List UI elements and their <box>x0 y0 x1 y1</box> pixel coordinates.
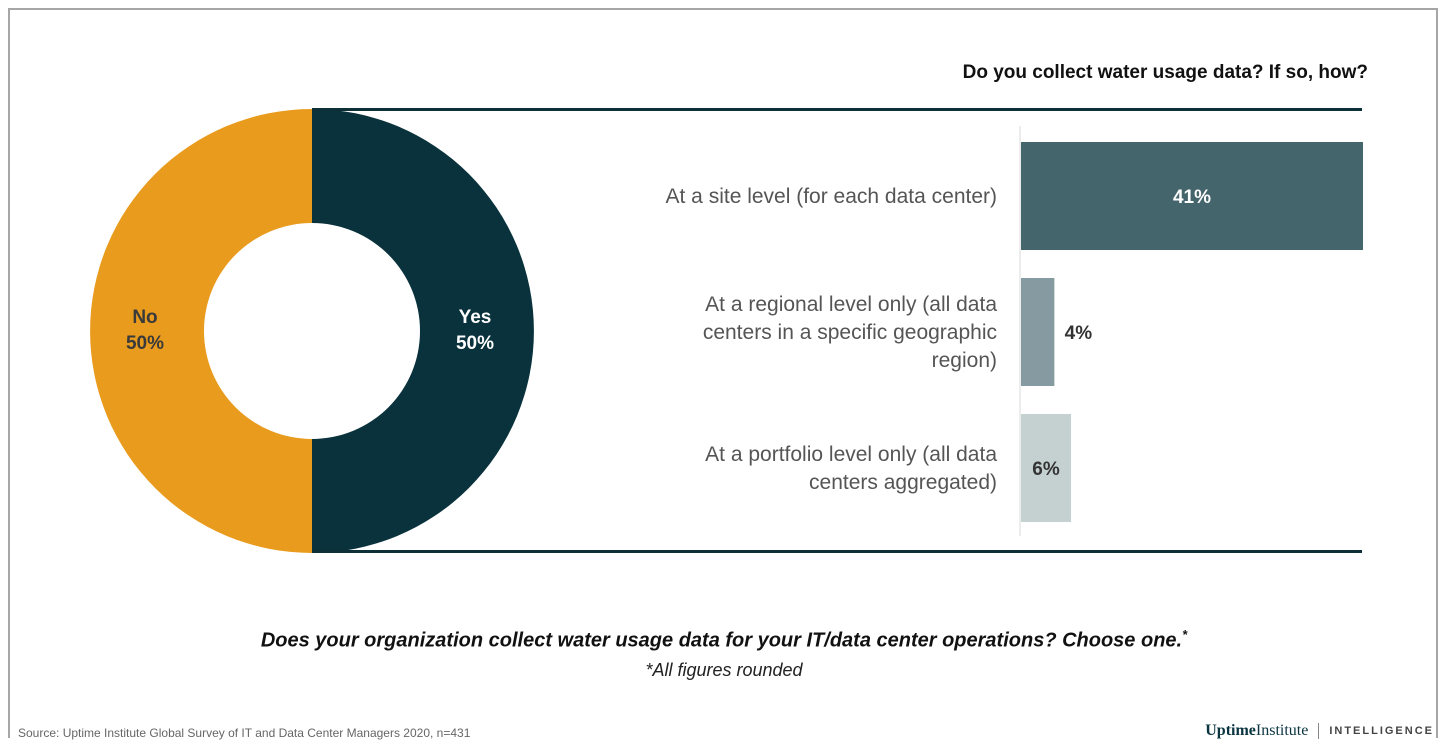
bar-chart-title: Do you collect water usage data? If so, … <box>962 62 1368 83</box>
question-marker: * <box>1182 627 1188 642</box>
bar-value-label-3: 6% <box>1032 459 1060 480</box>
brand-logo: Uptime Institute INTELLIGENCE <box>1205 722 1434 740</box>
bar-2 <box>1021 278 1055 386</box>
category-label-line: centers in a specific geographic <box>703 321 997 344</box>
source-note: Source: Uptime Institute Global Survey o… <box>18 726 471 740</box>
brand-uptime: Uptime <box>1205 722 1256 739</box>
category-label-3: At a portfolio level only (all data cente… <box>705 443 997 494</box>
chart-frame <box>8 8 1438 738</box>
category-label-2: At a regional level only (all data center… <box>703 293 997 372</box>
bar-3 <box>1021 414 1072 522</box>
category-label-line: At a portfolio level only (all data <box>705 443 997 466</box>
bar-chart: 41% At a site level (for each data center… <box>312 108 1363 553</box>
donut-chart <box>90 109 534 553</box>
donut-label-yes: Yes 50% <box>430 305 520 357</box>
question-text: Does your organization collect water usa… <box>260 629 1183 652</box>
brand-institute: Institute <box>1255 722 1309 739</box>
category-label-line: At a regional level only (all data <box>705 293 997 316</box>
brand-intelligence: INTELLIGENCE <box>1329 725 1434 737</box>
bar-1 <box>1021 142 1363 250</box>
rounding-note: *All figures rounded <box>645 660 803 680</box>
yes-label: Yes <box>458 307 492 328</box>
yes-value: 50% <box>455 333 495 354</box>
survey-question: Does your organization collect water usa… <box>0 627 1448 653</box>
donut-slice-yes <box>312 109 534 553</box>
donut-slice-no <box>90 109 312 553</box>
no-label: No <box>132 307 158 328</box>
category-label-line: region) <box>932 349 997 372</box>
category-label-line: At a site level (for each data center) <box>666 185 998 208</box>
category-label-1: At a site level (for each data center) <box>666 185 998 208</box>
category-label-line: centers aggregated) <box>809 471 997 494</box>
no-value: 50% <box>125 333 165 354</box>
brand-divider <box>1318 723 1320 739</box>
donut-label-no: No 50% <box>100 305 190 357</box>
bar-value-label-2: 4% <box>1065 323 1093 344</box>
bar-value-label-1: 41% <box>1173 187 1211 208</box>
